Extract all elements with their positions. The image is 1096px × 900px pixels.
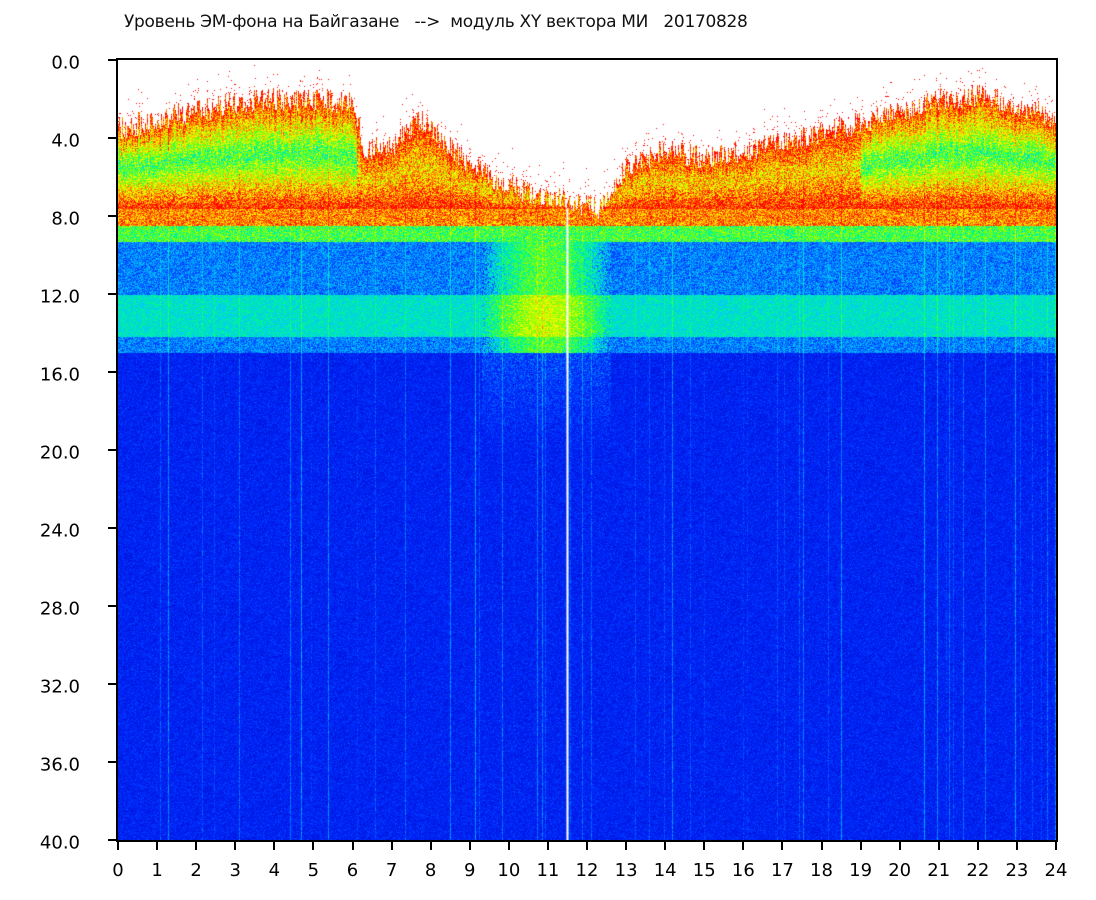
y-tick-label: 24.0 bbox=[39, 520, 80, 542]
y-tick bbox=[108, 59, 116, 61]
x-tick-label: 6 bbox=[346, 860, 359, 881]
x-tick bbox=[859, 842, 862, 850]
x-tick-label: 3 bbox=[229, 860, 241, 881]
x-tick bbox=[429, 842, 432, 850]
y-tick-label: 0.0 bbox=[51, 52, 80, 74]
x-tick-label: 8 bbox=[424, 860, 437, 881]
x-tick bbox=[234, 842, 237, 850]
x-tick bbox=[156, 842, 159, 850]
x-tick-label: 19 bbox=[849, 860, 873, 881]
x-tick-label: 22 bbox=[966, 860, 990, 881]
x-tick bbox=[937, 842, 940, 850]
x-tick-label: 17 bbox=[770, 860, 794, 881]
y-tick-label: 4.0 bbox=[51, 130, 80, 152]
x-tick-label: 10 bbox=[497, 860, 521, 881]
x-tick-label: 20 bbox=[888, 860, 912, 881]
x-tick bbox=[703, 842, 706, 850]
x-tick bbox=[390, 842, 393, 850]
x-tick bbox=[742, 842, 745, 850]
x-tick-label: 15 bbox=[692, 860, 716, 881]
x-tick bbox=[1055, 842, 1057, 850]
x-tick bbox=[898, 842, 901, 850]
x-tick bbox=[664, 842, 667, 850]
x-tick-label: 23 bbox=[1005, 860, 1029, 881]
x-tick bbox=[781, 842, 784, 850]
x-tick-label: 16 bbox=[731, 860, 755, 881]
x-tick-label: 5 bbox=[307, 860, 320, 881]
x-tick bbox=[117, 842, 119, 850]
x-tick bbox=[820, 842, 823, 850]
chart-title: Уровень ЭМ-фона на Байгазане --> модуль … bbox=[124, 12, 748, 32]
y-tick bbox=[108, 215, 116, 217]
x-tick bbox=[195, 842, 198, 850]
y-tick-label: 12.0 bbox=[39, 286, 80, 308]
x-tick-label: 13 bbox=[614, 860, 638, 881]
x-tick-label: 1 bbox=[151, 860, 163, 881]
y-tick-label: 36.0 bbox=[39, 754, 80, 776]
x-tick bbox=[976, 842, 979, 850]
x-tick bbox=[1015, 842, 1018, 850]
x-tick bbox=[625, 842, 628, 850]
x-tick-label: 24 bbox=[1044, 860, 1068, 881]
x-tick bbox=[507, 842, 510, 850]
y-tick bbox=[108, 839, 116, 841]
x-tick-label: 18 bbox=[810, 860, 833, 881]
y-tick bbox=[108, 137, 116, 139]
x-tick bbox=[351, 842, 354, 850]
x-tick-label: 21 bbox=[927, 860, 951, 881]
x-tick bbox=[468, 842, 471, 850]
y-tick bbox=[108, 449, 116, 451]
y-tick-label: 40.0 bbox=[39, 832, 80, 854]
y-tick-label: 32.0 bbox=[39, 676, 80, 698]
x-tick-label: 2 bbox=[190, 860, 202, 881]
x-tick bbox=[273, 842, 276, 850]
y-tick bbox=[108, 761, 116, 763]
y-tick-label: 28.0 bbox=[39, 598, 80, 620]
y-tick bbox=[108, 371, 116, 373]
y-tick bbox=[108, 683, 116, 685]
x-tick-label: 12 bbox=[575, 860, 599, 881]
y-tick-label: 16.0 bbox=[39, 364, 80, 386]
x-tick-label: 0 bbox=[112, 860, 124, 881]
x-tick-label: 9 bbox=[464, 860, 476, 881]
y-tick-label: 20.0 bbox=[39, 442, 80, 464]
x-tick bbox=[312, 842, 315, 850]
heatmap-canvas bbox=[118, 60, 1056, 840]
x-tick-label: 14 bbox=[653, 860, 677, 881]
y-tick-label: 8.0 bbox=[51, 208, 80, 230]
x-tick-label: 4 bbox=[268, 860, 281, 881]
x-tick-label: 7 bbox=[385, 860, 398, 881]
y-tick bbox=[108, 605, 116, 607]
y-tick bbox=[108, 293, 116, 295]
x-tick-label: 11 bbox=[536, 860, 560, 881]
y-tick bbox=[108, 527, 116, 529]
x-tick bbox=[586, 842, 588, 850]
x-tick bbox=[546, 842, 549, 850]
